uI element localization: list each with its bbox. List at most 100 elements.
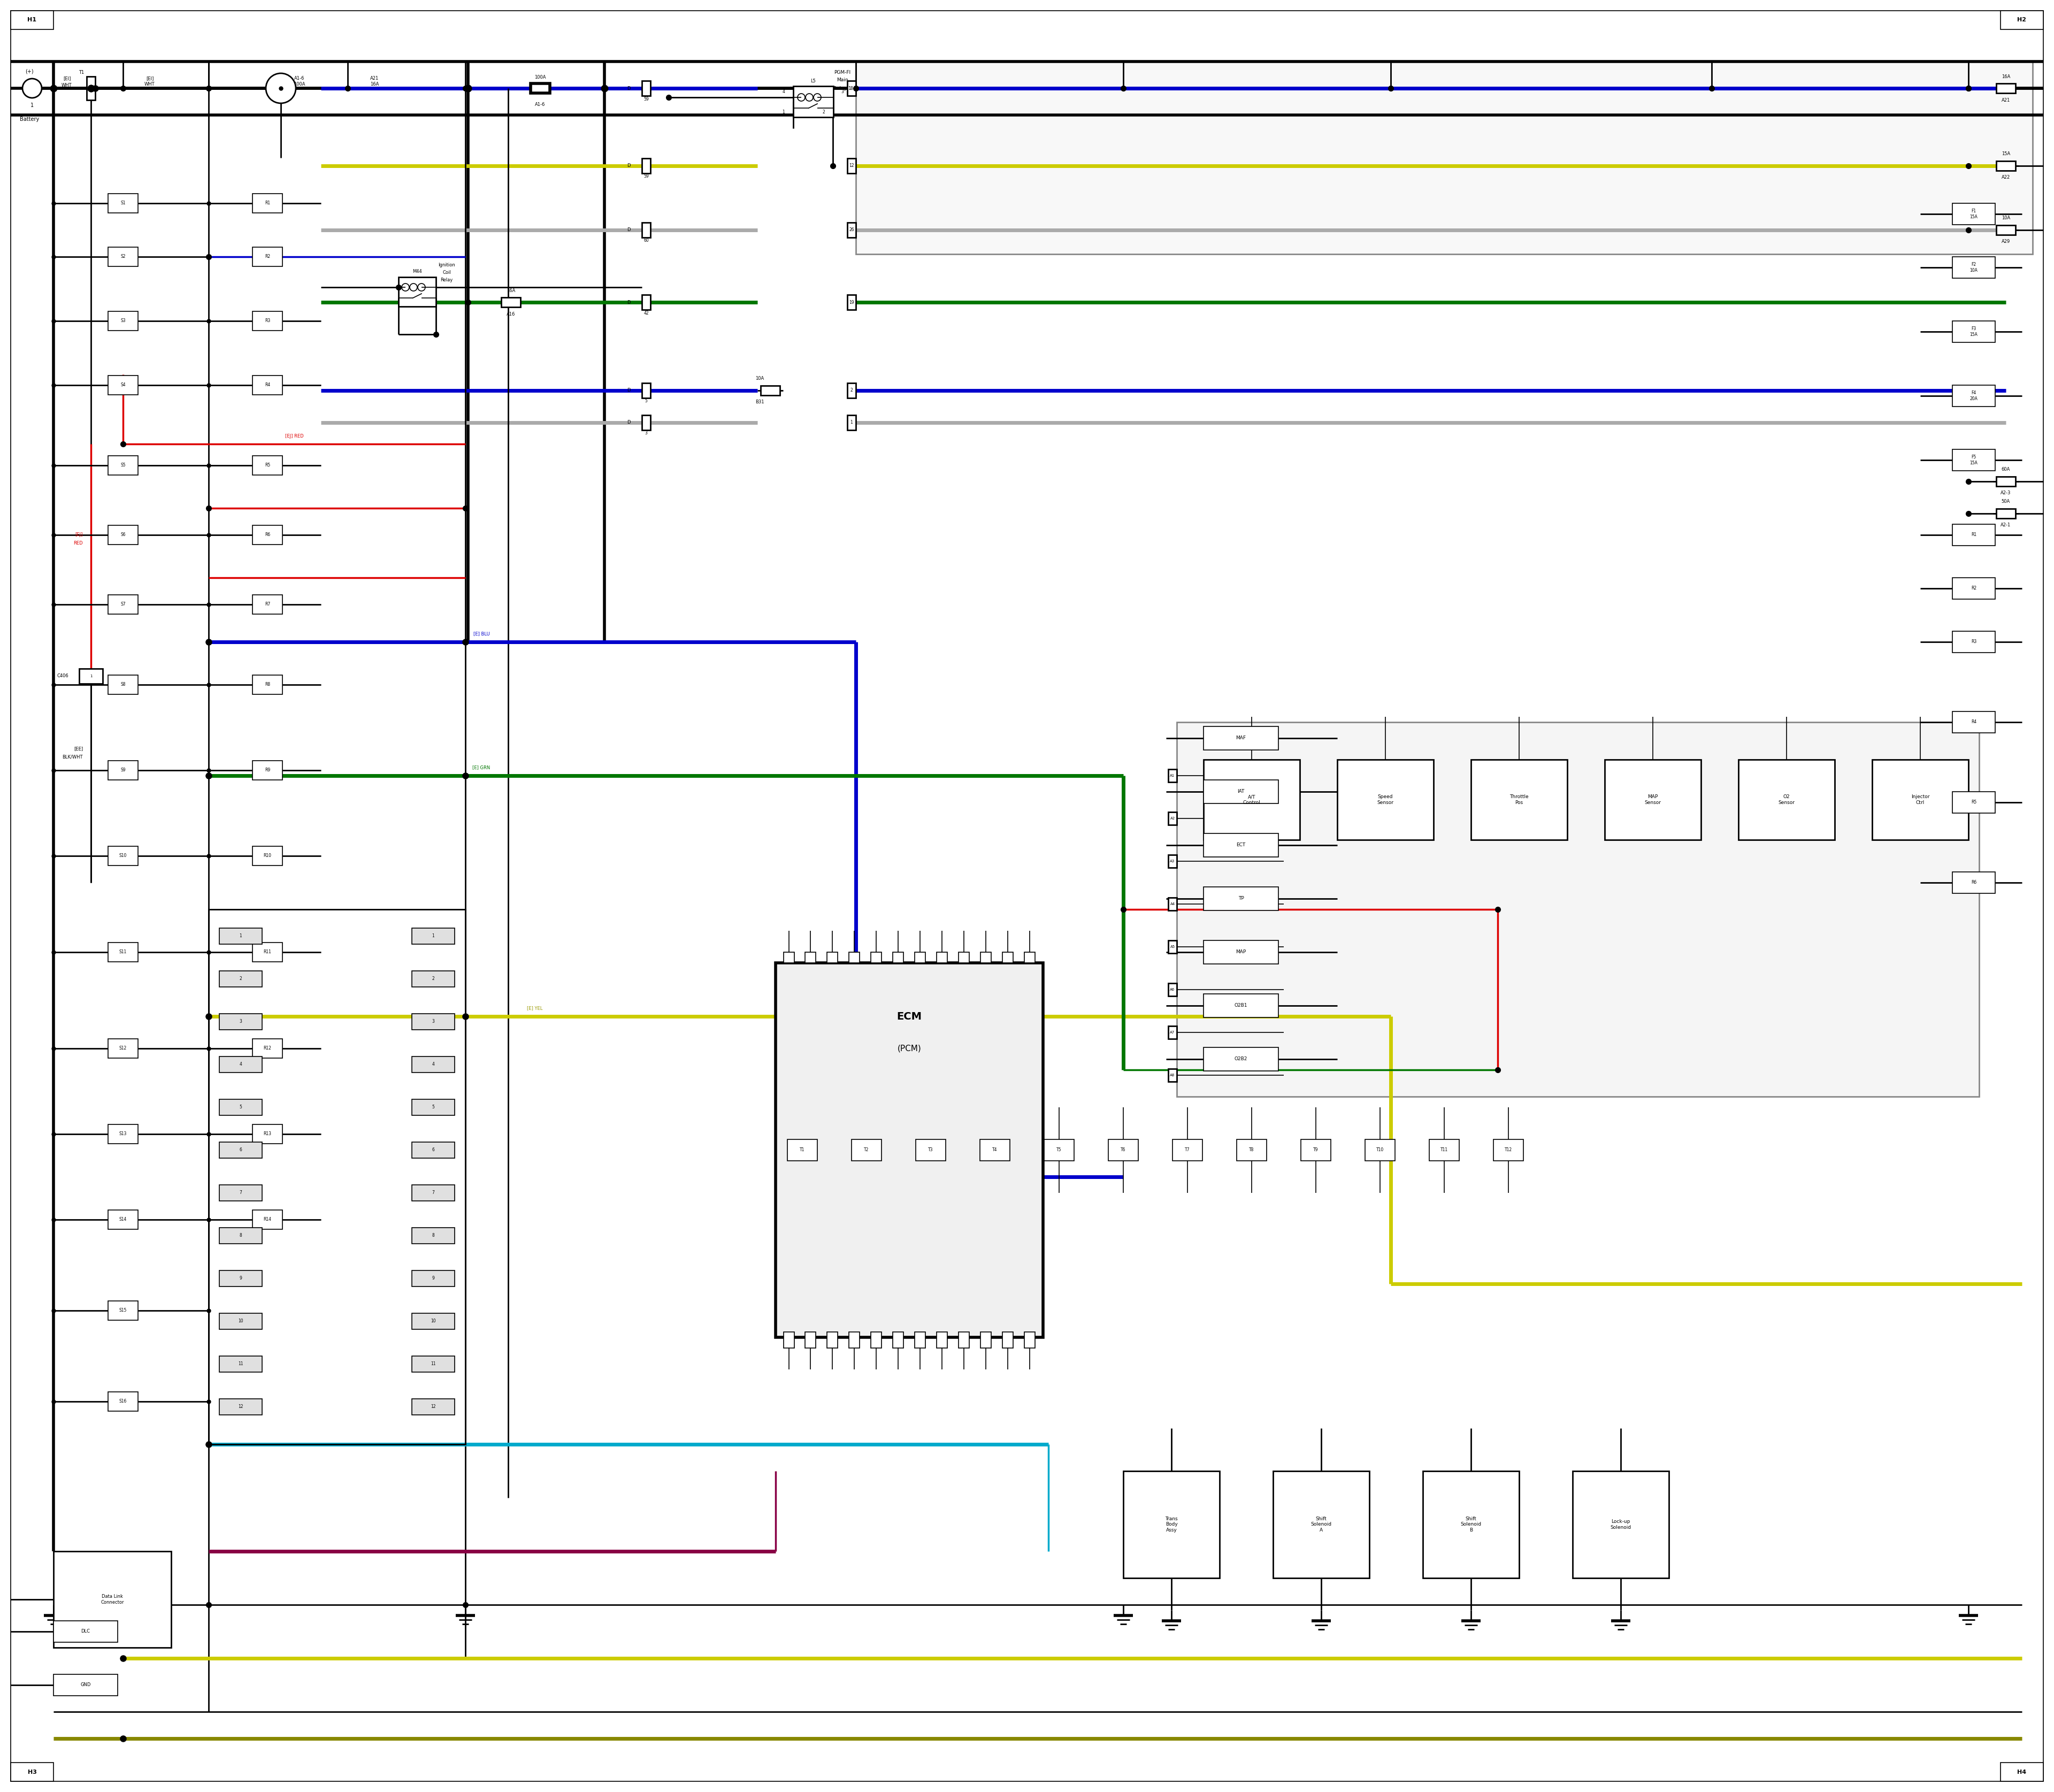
Text: GND: GND <box>80 1683 90 1688</box>
Text: S11: S11 <box>119 950 127 955</box>
Bar <box>1169 898 1177 910</box>
Text: T2: T2 <box>865 1147 869 1152</box>
Text: S4: S4 <box>121 383 125 387</box>
Text: [E] YEL: [E] YEL <box>528 1005 542 1011</box>
Text: S10: S10 <box>119 853 127 858</box>
Text: S15: S15 <box>119 1308 127 1314</box>
Text: H4: H4 <box>2017 1769 2027 1774</box>
Text: R5: R5 <box>265 462 271 468</box>
Bar <box>1169 769 1177 781</box>
Bar <box>914 1331 926 1348</box>
Text: A29: A29 <box>2001 240 2011 244</box>
Text: (PCM): (PCM) <box>898 1045 922 1052</box>
Text: [EI]: [EI] <box>64 77 70 81</box>
Bar <box>80 668 103 683</box>
Bar <box>2001 1763 2044 1781</box>
Text: O2B1: O2B1 <box>1234 1004 1247 1009</box>
Text: T1: T1 <box>799 1147 805 1152</box>
Bar <box>828 1331 838 1348</box>
Text: T3: T3 <box>928 1147 933 1152</box>
Bar <box>413 1098 454 1115</box>
Text: R2: R2 <box>265 254 271 260</box>
Text: A3: A3 <box>1171 860 1175 862</box>
Text: S12: S12 <box>119 1047 127 1050</box>
Text: R3: R3 <box>1972 640 1976 645</box>
Text: D: D <box>626 299 631 305</box>
Bar <box>1204 941 1278 964</box>
Text: 2: 2 <box>431 977 435 982</box>
Bar <box>109 943 138 962</box>
Bar <box>1204 887 1278 910</box>
Bar <box>413 1271 454 1287</box>
Bar <box>641 222 651 238</box>
Bar <box>109 455 138 475</box>
Bar <box>220 1057 263 1073</box>
Text: 1: 1 <box>431 934 435 939</box>
Bar <box>413 1057 454 1073</box>
Text: Main: Main <box>836 77 848 82</box>
Text: S14: S14 <box>119 1217 127 1222</box>
Bar <box>109 376 138 394</box>
Text: R14: R14 <box>263 1217 271 1222</box>
Bar <box>253 194 283 213</box>
Text: R8: R8 <box>265 683 271 686</box>
Bar <box>413 971 454 987</box>
Text: [EJ]: [EJ] <box>76 532 82 538</box>
Bar <box>828 952 838 962</box>
Text: R10: R10 <box>263 853 271 858</box>
Bar <box>916 1140 945 1161</box>
Bar <box>785 952 795 962</box>
Bar <box>1573 1471 1668 1579</box>
Text: 19: 19 <box>848 299 854 305</box>
Bar <box>1177 722 1980 1097</box>
Bar <box>220 1098 263 1115</box>
Text: 1: 1 <box>783 109 785 115</box>
Text: H1: H1 <box>27 18 37 23</box>
Text: L5: L5 <box>811 79 815 82</box>
Text: A2: A2 <box>1171 817 1175 821</box>
Text: T11: T11 <box>1440 1147 1448 1152</box>
Text: [E] GRN: [E] GRN <box>472 765 491 771</box>
Text: 60: 60 <box>643 238 649 244</box>
Bar <box>1953 525 1994 545</box>
Bar <box>846 158 857 174</box>
Text: 11: 11 <box>431 1362 435 1367</box>
Bar <box>1738 760 1834 840</box>
Bar <box>1953 631 1994 652</box>
Text: R1: R1 <box>1972 532 1976 538</box>
Bar <box>220 1271 263 1287</box>
Bar <box>253 376 283 394</box>
Bar <box>220 1357 263 1373</box>
Text: R7: R7 <box>265 602 271 607</box>
Text: S9: S9 <box>121 769 125 772</box>
Text: F1
15A: F1 15A <box>1970 210 1978 219</box>
Bar <box>1471 760 1567 840</box>
Text: 12: 12 <box>848 163 854 168</box>
Bar <box>937 952 947 962</box>
Bar <box>2001 11 2044 29</box>
Bar <box>109 312 138 330</box>
Bar <box>109 676 138 694</box>
Text: R9: R9 <box>265 769 271 772</box>
Text: R4: R4 <box>265 383 271 387</box>
Text: A/T
Control: A/T Control <box>1243 794 1261 805</box>
Text: 3: 3 <box>431 1020 435 1023</box>
Text: 5: 5 <box>240 1106 242 1109</box>
Text: [EI]
WHT: [EI] WHT <box>144 75 154 86</box>
Text: 4: 4 <box>431 1063 435 1066</box>
Text: 10A: 10A <box>756 376 764 382</box>
Text: S8: S8 <box>121 683 125 686</box>
Text: F4
20A: F4 20A <box>1970 391 1978 401</box>
Bar <box>1204 760 1300 840</box>
Bar <box>959 952 969 962</box>
Text: 15A: 15A <box>2001 152 2011 156</box>
Text: 16A: 16A <box>2001 73 2011 79</box>
Circle shape <box>23 79 41 99</box>
Bar <box>220 1400 263 1416</box>
Text: 1: 1 <box>240 934 242 939</box>
Bar <box>959 1331 969 1348</box>
Text: S1: S1 <box>121 201 125 206</box>
Bar <box>220 1142 263 1158</box>
Bar <box>530 84 550 93</box>
Text: 3: 3 <box>645 430 647 435</box>
